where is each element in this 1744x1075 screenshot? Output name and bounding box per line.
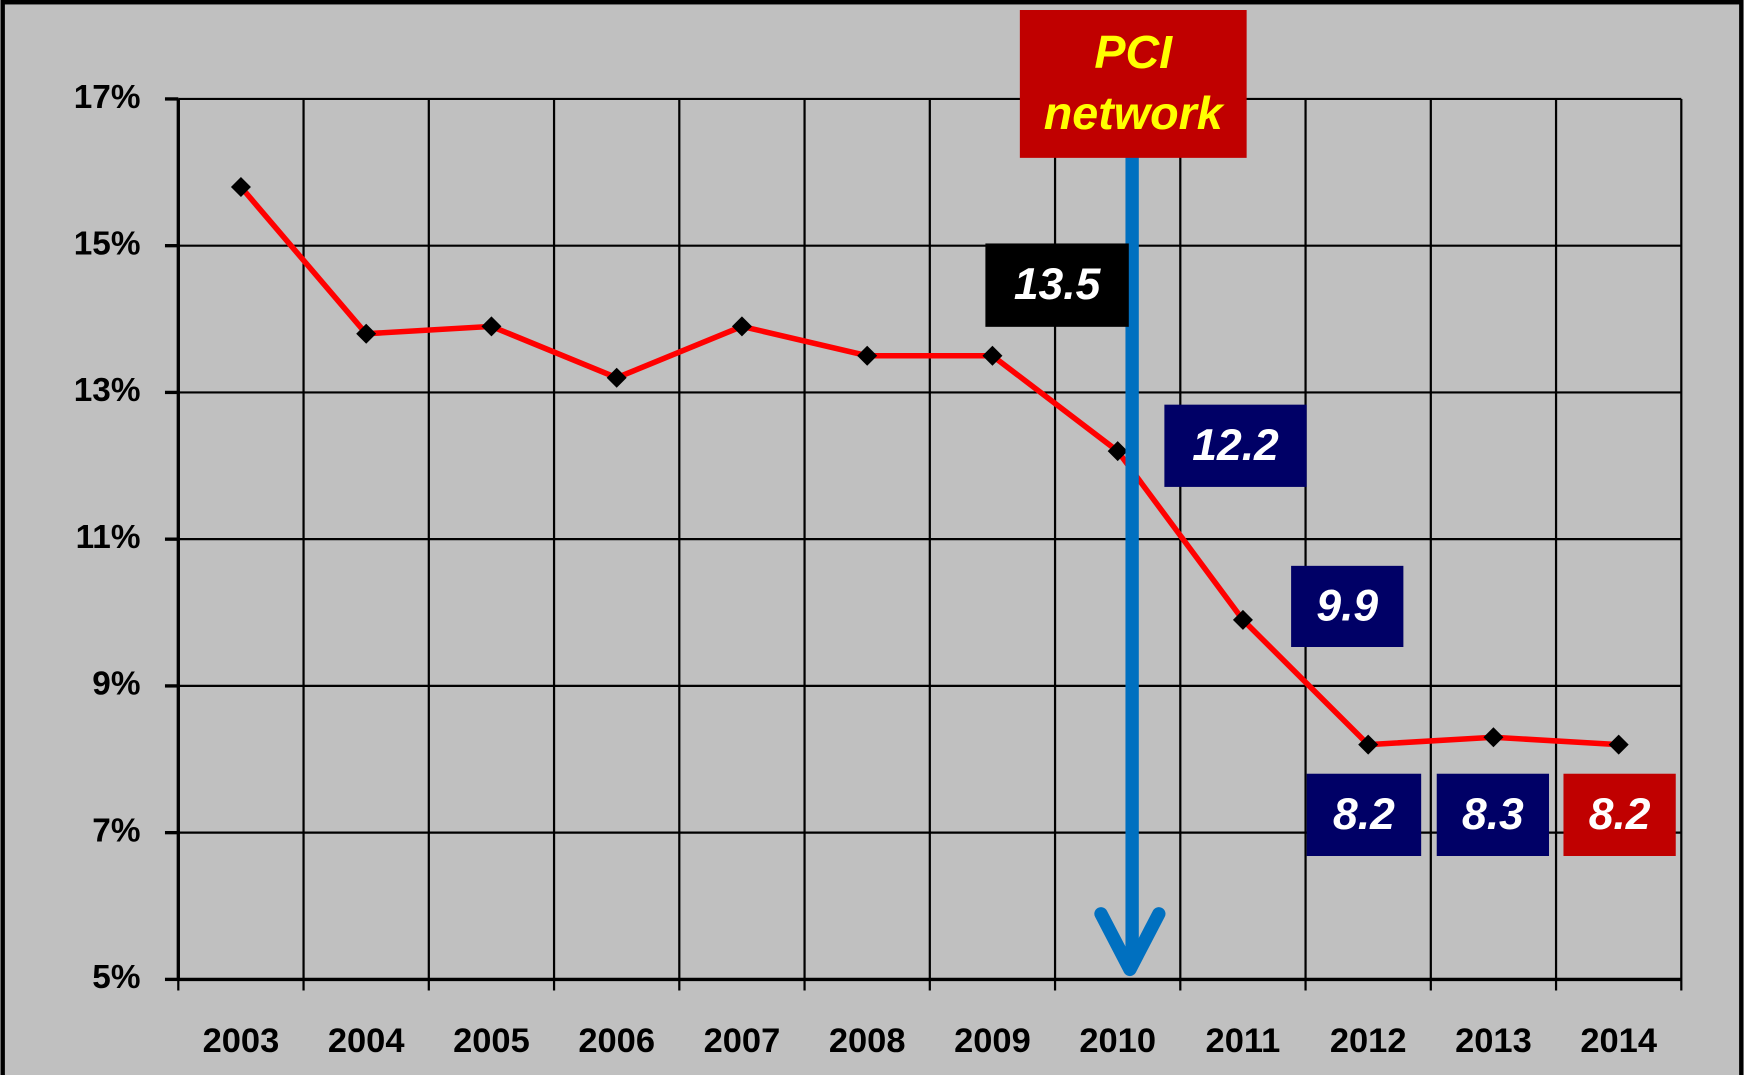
value-label: 8.2 (1589, 790, 1651, 839)
value-label-box (1306, 773, 1422, 856)
data-point (1483, 727, 1504, 748)
x-tick-label: 2007 (704, 1022, 781, 1060)
data-point (481, 316, 502, 337)
value-label: 8.3 (1462, 790, 1524, 839)
y-tick-label: 9% (92, 666, 140, 703)
x-tick-label: 2010 (1079, 1022, 1156, 1060)
value-label: 12.2 (1192, 421, 1279, 470)
x-tick-label: 2004 (328, 1022, 405, 1060)
data-point (857, 345, 878, 366)
x-tick-label: 2005 (453, 1022, 530, 1060)
value-label-box (1436, 773, 1550, 856)
arrow-head (1094, 907, 1166, 977)
value-label-box (1291, 565, 1404, 648)
data-line (238, 185, 1619, 748)
value-label: 8.2 (1333, 790, 1395, 839)
data-point (982, 345, 1003, 366)
x-tick-label: 2008 (829, 1022, 906, 1060)
data-point (230, 176, 251, 197)
y-tick-label: 13% (74, 372, 141, 409)
x-tick-label: 2003 (203, 1022, 280, 1060)
data-point (356, 323, 377, 344)
x-tick-label: 2014 (1580, 1022, 1657, 1060)
x-tick-label: 2011 (1206, 1022, 1281, 1060)
annotation-text: network (1044, 87, 1225, 139)
data-point (731, 316, 752, 337)
x-tick-label: 2012 (1330, 1022, 1407, 1060)
value-label-box (985, 243, 1129, 327)
x-tick-label: 2006 (578, 1022, 655, 1060)
y-tick-label: 7% (92, 812, 140, 849)
annotation-box (1019, 10, 1247, 158)
data-point (606, 367, 627, 388)
annotation-text: PCI (1094, 26, 1173, 78)
value-label-box (1164, 404, 1307, 487)
value-label: 13.5 (1014, 260, 1102, 309)
x-tick-label: 2009 (954, 1022, 1031, 1060)
x-tick-label: 2013 (1455, 1022, 1532, 1060)
value-label: 9.9 (1316, 581, 1378, 630)
data-point (1608, 734, 1629, 755)
y-tick-label: 5% (92, 959, 140, 996)
y-tick-label: 11% (76, 519, 141, 556)
value-label-box (1563, 773, 1676, 856)
data-point (1107, 441, 1128, 462)
y-tick-label: 15% (74, 225, 141, 262)
y-tick-label: 17% (74, 79, 141, 116)
